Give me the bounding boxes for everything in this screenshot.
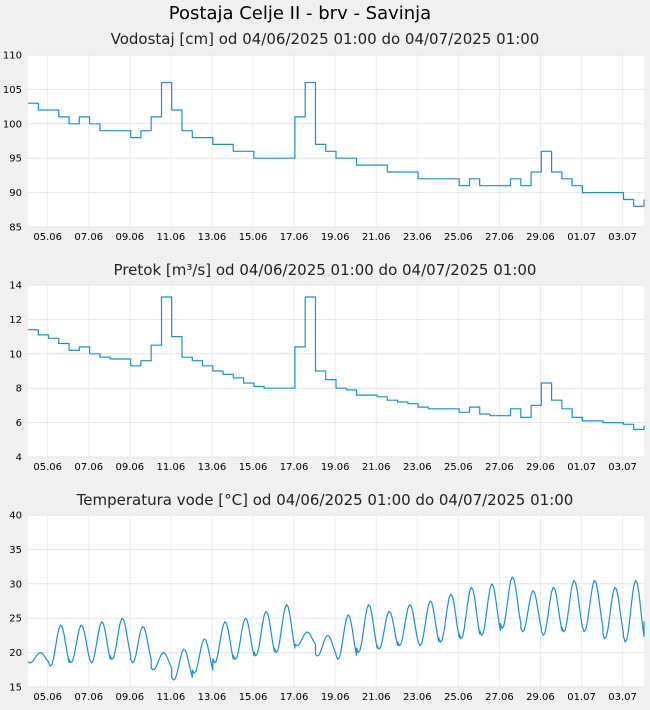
x-tick-label: 15.06 <box>239 462 268 473</box>
y-tick-label: 14 <box>9 281 22 292</box>
x-tick-label: 11.06 <box>157 232 186 243</box>
y-tick-label: 6 <box>16 418 22 429</box>
x-tick-label: 19.06 <box>321 232 350 243</box>
y-tick-label: 90 <box>9 188 22 199</box>
y-tick-label: 12 <box>9 315 22 326</box>
x-tick-label: 23.06 <box>403 232 432 243</box>
x-tick-label: 05.06 <box>33 232 62 243</box>
x-tick-label: 23.06 <box>403 462 432 473</box>
x-tick-label: 25.06 <box>444 232 473 243</box>
x-tick-label: 29.06 <box>526 692 555 703</box>
chart-title-pretok: Pretok [m³/s] od 04/06/2025 01:00 do 04/… <box>113 261 537 279</box>
page-title: Postaja Celje II - brv - Savinja <box>168 3 432 24</box>
x-tick-label: 11.06 <box>157 692 186 703</box>
x-tick-label: 15.06 <box>239 232 268 243</box>
y-tick-label: 15 <box>9 683 22 694</box>
y-tick-label: 8 <box>16 384 22 395</box>
x-tick-label: 23.06 <box>403 692 432 703</box>
x-tick-label: 07.06 <box>74 692 103 703</box>
series-line <box>28 81 645 207</box>
y-tick-label: 40 <box>9 511 22 522</box>
x-tick-label: 13.06 <box>198 692 227 703</box>
x-tick-label: 27.06 <box>485 232 514 243</box>
y-tick-label: 100 <box>3 119 22 130</box>
x-tick-label: 09.06 <box>115 462 144 473</box>
x-tick-label: 03.07 <box>608 232 637 243</box>
x-tick-label: 05.06 <box>33 692 62 703</box>
x-tick-label: 29.06 <box>526 232 555 243</box>
chart-temperatura: 15 20 25 30 35 40 05.06 07.06 09.06 11.06 13.06 15.… <box>9 511 645 703</box>
chart-pretok: 4 6 8 10 12 14 05.06 07.06 09.06 11.06 13.06 15.06 1… <box>9 281 645 473</box>
x-tick-label: 21.06 <box>362 232 391 243</box>
x-tick-label: 07.06 <box>74 462 103 473</box>
plot-area <box>28 55 644 227</box>
y-tick-label: 30 <box>9 579 22 590</box>
y-tick-label: 20 <box>9 648 22 659</box>
x-tick-label: 17.06 <box>280 232 309 243</box>
x-tick-label: 27.06 <box>485 462 514 473</box>
x-tick-label: 09.06 <box>115 232 144 243</box>
x-tick-label: 17.06 <box>280 692 309 703</box>
plot-area <box>28 515 644 687</box>
x-tick-label: 11.06 <box>157 462 186 473</box>
y-tick-label: 10 <box>9 349 22 360</box>
y-tick-label: 35 <box>9 545 22 556</box>
x-tick-label: 15.06 <box>239 692 268 703</box>
x-tick-label: 21.06 <box>362 692 391 703</box>
x-tick-label: 07.06 <box>74 232 103 243</box>
x-tick-label: 13.06 <box>198 462 227 473</box>
x-tick-label: 27.06 <box>485 692 514 703</box>
x-tick-label: 25.06 <box>444 692 473 703</box>
x-tick-label: 29.06 <box>526 462 555 473</box>
x-tick-label: 01.07 <box>567 232 596 243</box>
x-tick-label: 01.07 <box>567 462 596 473</box>
chart-title-temperatura: Temperatura vode [°C] od 04/06/2025 01:0… <box>76 491 574 509</box>
y-tick-label: 25 <box>9 614 22 625</box>
y-tick-label: 105 <box>3 85 22 96</box>
x-tick-label: 09.06 <box>115 692 144 703</box>
x-tick-label: 01.07 <box>567 692 596 703</box>
x-tick-label: 19.06 <box>321 462 350 473</box>
y-tick-label: 95 <box>9 154 22 165</box>
y-tick-label: 85 <box>9 223 22 234</box>
series-line <box>28 296 645 431</box>
x-tick-label: 17.06 <box>280 462 309 473</box>
x-tick-label: 21.06 <box>362 462 391 473</box>
y-tick-label: 4 <box>16 453 22 464</box>
x-tick-label: 25.06 <box>444 462 473 473</box>
chart-vodostaj: 85 90 95 100 105 110 05.06 07.06 09.06 11.06 13.06… <box>3 51 645 243</box>
x-tick-label: 13.06 <box>198 232 227 243</box>
chart-title-vodostaj: Vodostaj [cm] od 04/06/2025 01:00 do 04/… <box>110 30 540 48</box>
x-tick-label: 19.06 <box>321 692 350 703</box>
x-tick-label: 03.07 <box>608 692 637 703</box>
y-tick-label: 110 <box>3 51 22 62</box>
x-tick-label: 03.07 <box>608 462 637 473</box>
series-line <box>27 576 645 681</box>
x-tick-label: 05.06 <box>33 462 62 473</box>
plot-area <box>28 285 644 457</box>
